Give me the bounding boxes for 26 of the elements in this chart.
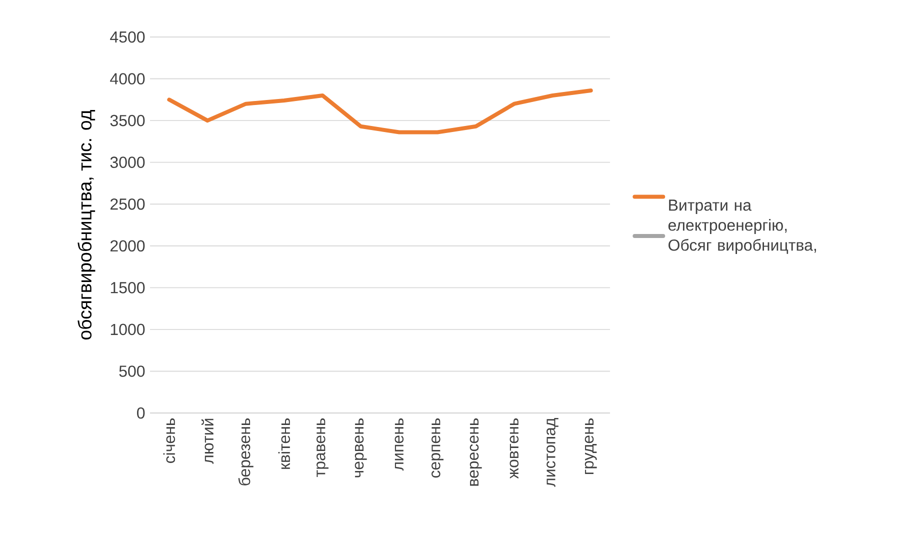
x-tick-label: березень — [238, 418, 254, 486]
y-tick-label: 2500 — [110, 198, 145, 210]
y-tick-label: 3500 — [110, 114, 145, 126]
x-tick-label: квітень — [278, 418, 290, 469]
x-tick-label: січень — [163, 418, 176, 464]
x-tick-label: серпень — [432, 418, 444, 478]
line-series — [167, 88, 593, 134]
y-tick-label: 4500 — [110, 31, 145, 43]
x-tick-label: лютий — [201, 418, 214, 464]
x-tick-label: вересень — [470, 418, 482, 486]
x-tick-label: липень — [394, 418, 404, 471]
y-tick-label: 500 — [119, 366, 145, 377]
text: Витрати на електроенергію, — [668, 200, 787, 234]
x-tick-label: грудень — [584, 418, 597, 474]
x-tick-label: травень — [316, 418, 328, 477]
y-tick-label: 4000 — [110, 73, 145, 84]
x-tick-label: листопад — [546, 418, 558, 487]
y-tick-label: 2000 — [110, 240, 145, 252]
x-tick-label: червень — [354, 418, 367, 478]
y-tick-label: 1500 — [110, 282, 145, 294]
y-tick-label: 0 — [137, 407, 145, 419]
x-tick-label: жовтень — [510, 418, 519, 479]
y-tick-label: 3000 — [110, 156, 145, 168]
y-tick-label: 1000 — [110, 324, 145, 336]
legend-label: Обсяг виробництва, — [668, 238, 816, 254]
y-axis-title: обсягвиробництва, тис. од — [78, 110, 96, 340]
